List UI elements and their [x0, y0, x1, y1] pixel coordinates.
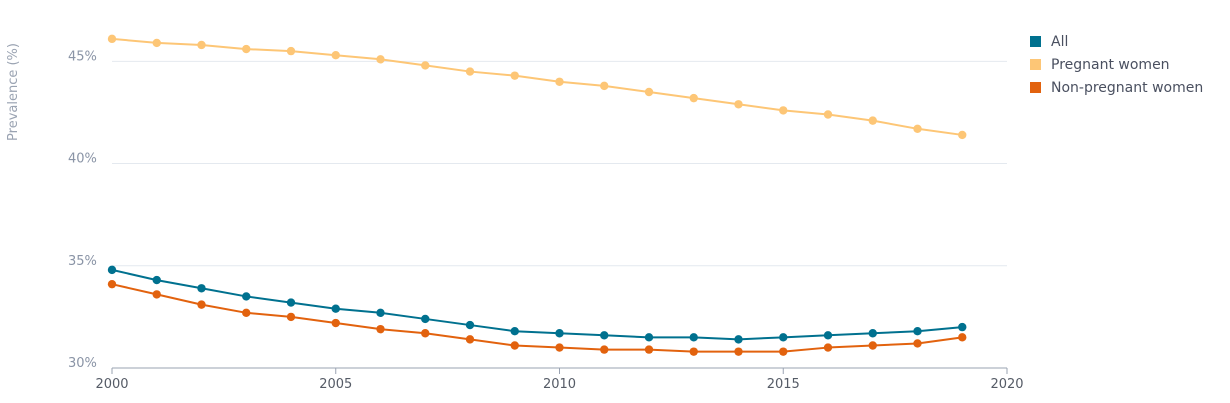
data-point-all[interactable]: [600, 331, 609, 340]
data-point-pregnant-women[interactable]: [913, 124, 922, 133]
data-point-all[interactable]: [644, 333, 654, 342]
data-point-all[interactable]: [197, 284, 206, 293]
data-point-non-pregnant-women[interactable]: [510, 341, 519, 350]
data-point-non-pregnant-women[interactable]: [152, 290, 161, 299]
data-point-pregnant-women[interactable]: [510, 71, 519, 80]
data-point-non-pregnant-women[interactable]: [242, 308, 251, 317]
data-point-all[interactable]: [242, 292, 251, 301]
data-point-non-pregnant-women[interactable]: [958, 333, 967, 342]
data-point-all[interactable]: [107, 265, 117, 275]
y-tick-label: 30%: [68, 356, 97, 371]
legend-swatch: [1030, 36, 1041, 47]
x-tick-label: 2010: [543, 377, 576, 392]
data-point-non-pregnant-women[interactable]: [868, 341, 877, 350]
data-point-all[interactable]: [779, 333, 788, 342]
y-tick-label: 40%: [68, 152, 97, 167]
data-point-non-pregnant-women[interactable]: [107, 279, 117, 289]
data-point-non-pregnant-women[interactable]: [823, 343, 833, 352]
legend-label: Pregnant women: [1051, 56, 1170, 73]
data-point-all[interactable]: [689, 333, 698, 342]
legend-swatch: [1030, 59, 1041, 70]
data-point-pregnant-women[interactable]: [644, 87, 654, 97]
data-point-pregnant-women[interactable]: [152, 38, 161, 48]
data-point-pregnant-women[interactable]: [600, 81, 609, 91]
data-point-non-pregnant-women[interactable]: [734, 347, 743, 356]
x-tick-label: 2015: [767, 377, 800, 392]
data-point-non-pregnant-women[interactable]: [376, 324, 385, 334]
data-point-pregnant-women[interactable]: [823, 110, 833, 119]
data-point-non-pregnant-women[interactable]: [689, 347, 698, 356]
data-point-non-pregnant-women[interactable]: [421, 329, 430, 338]
legend-label: All: [1051, 33, 1069, 50]
data-point-pregnant-women[interactable]: [555, 77, 564, 86]
series-line-all: [111, 268, 964, 341]
legend: All Pregnant women Non-pregnant women: [1028, 30, 1203, 99]
data-point-pregnant-women[interactable]: [242, 44, 251, 54]
legend-item-all[interactable]: All: [1028, 30, 1203, 53]
x-tick-label: 2005: [319, 377, 352, 392]
data-point-pregnant-women[interactable]: [734, 100, 743, 109]
data-point-non-pregnant-women[interactable]: [555, 343, 564, 352]
series-lines: [111, 37, 964, 353]
y-tick-label: 35%: [68, 254, 97, 269]
data-point-pregnant-women[interactable]: [465, 67, 475, 76]
data-point-non-pregnant-women[interactable]: [197, 300, 206, 309]
data-point-non-pregnant-women[interactable]: [913, 339, 922, 348]
data-point-non-pregnant-women[interactable]: [779, 347, 788, 356]
data-point-pregnant-women[interactable]: [689, 93, 698, 103]
data-point-pregnant-women[interactable]: [331, 51, 340, 60]
data-point-all[interactable]: [376, 308, 385, 317]
data-point-all[interactable]: [958, 322, 967, 332]
x-tick-label: 2020: [990, 377, 1023, 392]
axes: 30% 35% 40% 45% 2000 2005 2010 2015 2020: [68, 49, 1024, 392]
data-point-all[interactable]: [510, 327, 519, 336]
gridlines: [112, 60, 1007, 267]
series-points: [107, 34, 967, 356]
data-point-all[interactable]: [555, 329, 564, 338]
data-point-pregnant-women[interactable]: [421, 61, 430, 70]
data-point-all[interactable]: [421, 314, 430, 324]
data-point-pregnant-women[interactable]: [197, 40, 206, 50]
data-point-pregnant-women[interactable]: [958, 130, 967, 140]
data-point-all[interactable]: [331, 304, 340, 313]
data-point-all[interactable]: [823, 331, 833, 340]
data-point-non-pregnant-women[interactable]: [600, 345, 609, 354]
data-point-all[interactable]: [286, 298, 296, 307]
data-point-non-pregnant-women[interactable]: [644, 345, 654, 354]
data-point-non-pregnant-women[interactable]: [286, 312, 296, 322]
data-point-pregnant-women[interactable]: [286, 46, 296, 56]
legend-swatch: [1030, 82, 1041, 93]
data-point-all[interactable]: [868, 329, 877, 338]
data-point-all[interactable]: [152, 275, 161, 285]
data-point-pregnant-women[interactable]: [376, 55, 385, 64]
legend-label: Non-pregnant women: [1051, 79, 1204, 96]
data-point-all[interactable]: [734, 335, 743, 344]
data-point-all[interactable]: [913, 327, 922, 336]
series-line-non-pregnant-women: [111, 283, 964, 353]
series-line-pregnant-women: [111, 37, 964, 136]
data-point-pregnant-women[interactable]: [107, 34, 117, 44]
legend-item-pregnant-women[interactable]: Pregnant women: [1028, 53, 1203, 76]
data-point-non-pregnant-women[interactable]: [465, 335, 475, 344]
data-point-pregnant-women[interactable]: [779, 106, 788, 115]
data-point-pregnant-women[interactable]: [868, 116, 877, 125]
y-axis-title: Prevalence (%): [6, 43, 21, 141]
data-point-all[interactable]: [465, 320, 475, 330]
x-tick-label: 2000: [95, 377, 128, 392]
y-tick-label: 45%: [68, 49, 97, 64]
legend-item-non-pregnant-women[interactable]: Non-pregnant women: [1028, 76, 1203, 99]
data-point-non-pregnant-women[interactable]: [331, 318, 340, 328]
